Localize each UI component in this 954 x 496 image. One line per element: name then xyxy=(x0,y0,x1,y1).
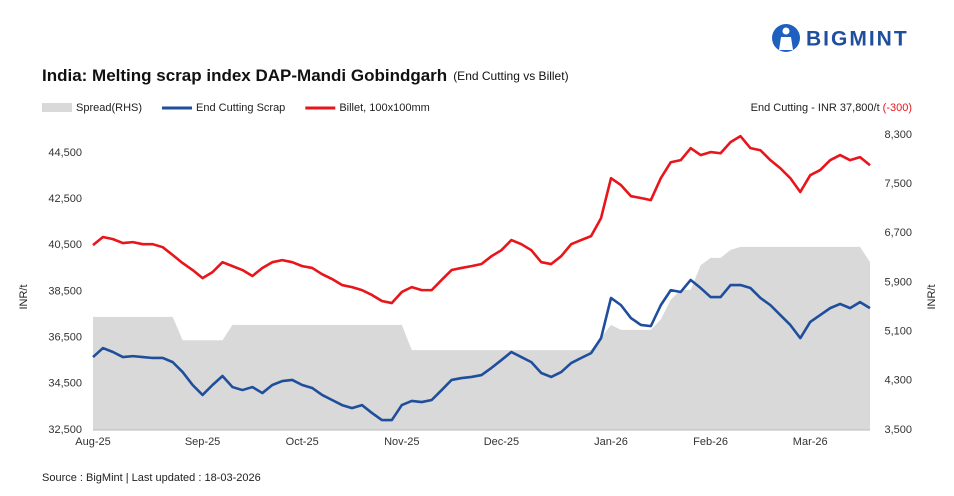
annotation-change: (-300) xyxy=(883,102,912,114)
logo-icon-body xyxy=(779,37,793,50)
chart-title: India: Melting scrap index DAP-Mandi Gob… xyxy=(42,66,569,85)
legend-item: Spread(RHS) xyxy=(42,102,142,114)
plot-area xyxy=(92,134,871,430)
legend-item: Billet, 100x100mm xyxy=(305,102,430,114)
x-tick-label: Oct-25 xyxy=(286,436,319,448)
y-tick-label: 32,500 xyxy=(48,424,82,436)
x-tick-label: Nov-25 xyxy=(384,436,419,448)
annotation: End Cutting - INR 37,800/t (-300) xyxy=(751,102,912,114)
spread-area xyxy=(93,246,870,430)
y2-tick-label: 5,900 xyxy=(884,276,912,288)
annotation-text: End Cutting - INR 37,800/t xyxy=(751,102,880,114)
y-tick-label: 44,500 xyxy=(48,147,82,159)
y-tick-label: 42,500 xyxy=(48,193,82,205)
y2-tick-label: 5,100 xyxy=(884,326,912,338)
x-tick-label: Sep-25 xyxy=(185,436,220,448)
y-tick-label: 40,500 xyxy=(48,239,82,251)
subtitle: (End Cutting vs Billet) xyxy=(453,69,568,83)
series-line xyxy=(92,134,871,305)
y-tick-label: 34,500 xyxy=(48,378,82,390)
y-tick-label: 36,500 xyxy=(48,332,82,344)
x-tick-label: Aug-25 xyxy=(75,436,110,448)
x-tick-label: Mar-26 xyxy=(793,436,828,448)
legend-label: Spread(RHS) xyxy=(76,102,142,114)
legend-item: End Cutting Scrap xyxy=(162,102,285,114)
series-line xyxy=(92,278,871,422)
y2-tick-label: 7,500 xyxy=(884,178,912,190)
logo-icon-head xyxy=(782,27,790,35)
y2-tick-label: 6,700 xyxy=(884,227,912,239)
x-tick-label: Jan-26 xyxy=(594,436,628,448)
logo: BIGMINT xyxy=(772,24,909,52)
y2-tick-label: 8,300 xyxy=(884,129,912,141)
legend-swatch xyxy=(42,103,72,112)
y2-axis-label: INR/t xyxy=(926,284,938,309)
x-tick-label: Feb-26 xyxy=(693,436,728,448)
y2-tick-label: 4,300 xyxy=(884,375,912,387)
y2-tick-label: 3,500 xyxy=(884,424,912,436)
legend-label: End Cutting Scrap xyxy=(196,102,285,114)
brand: BIGMINT xyxy=(806,28,909,51)
source: Source : BigMint | Last updated : 18-03-… xyxy=(42,472,261,484)
y-tick-label: 38,500 xyxy=(48,285,82,297)
x-tick-label: Dec-25 xyxy=(484,436,519,448)
legend-label: Billet, 100x100mm xyxy=(339,102,430,114)
y-axis-label: INR/t xyxy=(18,284,30,309)
title: India: Melting scrap index DAP-Mandi Gob… xyxy=(42,66,447,85)
